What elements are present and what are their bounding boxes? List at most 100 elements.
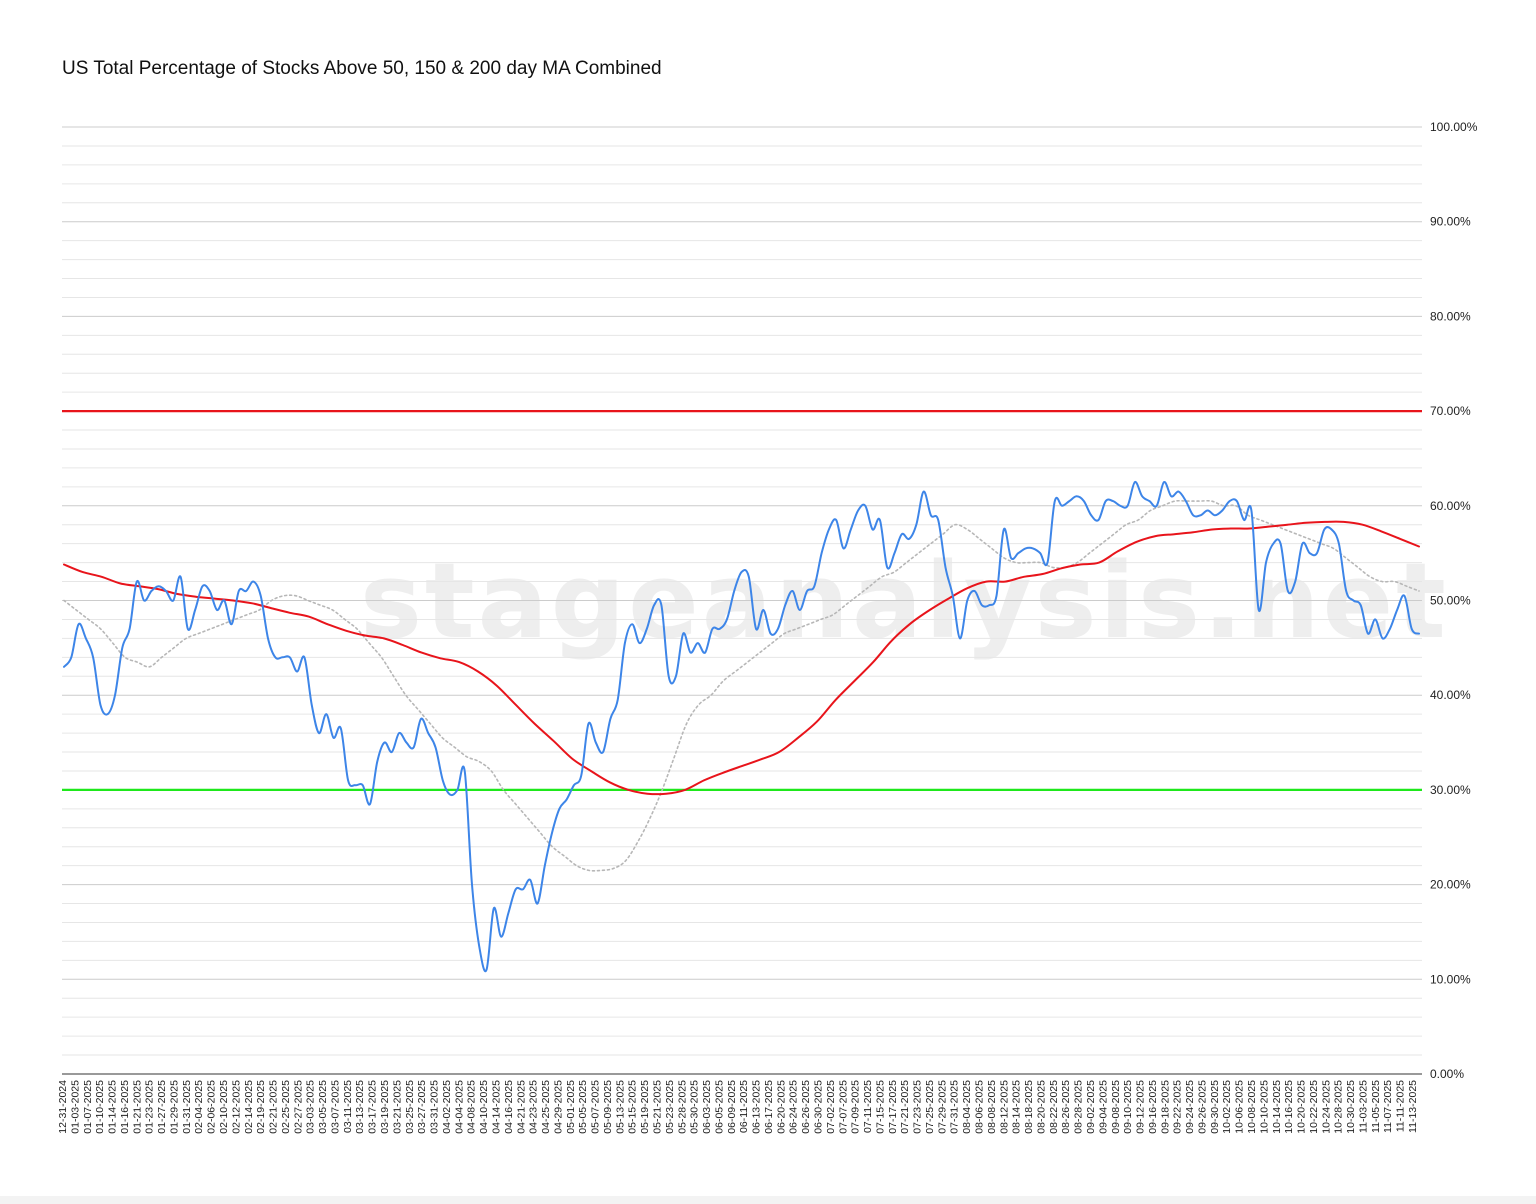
x-tick-label: 03-25-2025	[404, 1080, 416, 1134]
chart-title: US Total Percentage of Stocks Above 50, …	[62, 58, 662, 79]
x-tick-label: 03-07-2025	[329, 1080, 341, 1134]
x-tick-label: 09-08-2025	[1110, 1080, 1122, 1134]
x-tick-label: 05-01-2025	[565, 1080, 577, 1134]
x-tick-label: 01-29-2025	[168, 1080, 180, 1134]
y-tick-label: 50.00%	[1430, 594, 1471, 608]
x-tick-label: 06-17-2025	[763, 1080, 775, 1134]
x-tick-label: 11-05-2025	[1370, 1080, 1382, 1133]
x-tick-label: 01-23-2025	[144, 1080, 156, 1134]
x-tick-label: 09-04-2025	[1097, 1080, 1109, 1134]
x-tick-label: 10-16-2025	[1283, 1080, 1295, 1134]
x-tick-label: 06-26-2025	[800, 1080, 812, 1134]
x-tick-label: 03-11-2025	[342, 1080, 354, 1133]
x-tick-label: 02-21-2025	[268, 1080, 280, 1134]
x-tick-label: 05-28-2025	[676, 1080, 688, 1134]
x-tick-label: 01-14-2025	[107, 1080, 119, 1134]
x-tick-label: 06-05-2025	[713, 1080, 725, 1134]
x-tick-label: 10-22-2025	[1308, 1080, 1320, 1134]
x-tick-label: 08-04-2025	[961, 1080, 973, 1134]
x-tick-label: 07-17-2025	[887, 1080, 899, 1134]
x-tick-label: 04-08-2025	[466, 1080, 478, 1134]
x-tick-label: 06-09-2025	[726, 1080, 738, 1134]
x-tick-label: 07-29-2025	[936, 1080, 948, 1134]
x-tick-label: 10-02-2025	[1221, 1080, 1233, 1134]
y-tick-label: 20.00%	[1430, 878, 1471, 892]
x-tick-label: 05-09-2025	[602, 1080, 614, 1134]
x-tick-label: 01-21-2025	[131, 1080, 143, 1134]
series-line-red-average	[63, 520, 1420, 796]
x-tick-label: 06-13-2025	[751, 1080, 763, 1134]
x-tick-label: 03-31-2025	[429, 1080, 441, 1134]
x-tick-label: 11-13-2025	[1407, 1080, 1419, 1133]
y-tick-label: 10.00%	[1430, 972, 1471, 986]
x-tick-label: 09-22-2025	[1172, 1080, 1184, 1134]
x-tick-label: 05-23-2025	[664, 1080, 676, 1134]
x-tick-label: 10-08-2025	[1246, 1080, 1258, 1134]
x-tick-label: 08-06-2025	[974, 1080, 986, 1134]
x-tick-label: 07-25-2025	[924, 1080, 936, 1134]
x-tick-label: 08-12-2025	[998, 1080, 1010, 1134]
x-tick-label: 09-26-2025	[1196, 1080, 1208, 1134]
x-tick-label: 04-21-2025	[515, 1080, 527, 1134]
y-tick-label: 70.00%	[1430, 404, 1471, 418]
x-tick-label: 04-02-2025	[441, 1080, 453, 1134]
x-tick-label: 03-21-2025	[391, 1080, 403, 1134]
x-tick-label: 03-17-2025	[367, 1080, 379, 1134]
x-tick-label: 03-13-2025	[354, 1080, 366, 1134]
x-tick-label: 01-27-2025	[156, 1080, 168, 1134]
y-tick-label: 0.00%	[1430, 1067, 1464, 1081]
x-tick-label: 10-28-2025	[1333, 1080, 1345, 1134]
x-tick-label: 04-23-2025	[528, 1080, 540, 1134]
x-tick-label: 05-13-2025	[614, 1080, 626, 1134]
x-tick-label: 04-14-2025	[490, 1080, 502, 1134]
x-tick-label: 02-25-2025	[280, 1080, 292, 1134]
x-tick-label: 07-11-2025	[862, 1080, 874, 1133]
x-tick-label: 09-30-2025	[1209, 1080, 1221, 1134]
x-tick-label: 08-28-2025	[1073, 1080, 1085, 1134]
x-tick-label: 01-03-2025	[69, 1080, 81, 1134]
x-tick-label: 06-30-2025	[813, 1080, 825, 1134]
series-line-dotted-average	[63, 499, 1420, 872]
x-tick-label: 10-10-2025	[1258, 1080, 1270, 1134]
x-tick-label: 05-05-2025	[577, 1080, 589, 1134]
x-tick-label: 10-30-2025	[1345, 1080, 1357, 1134]
x-tick-label: 06-03-2025	[701, 1080, 713, 1134]
x-tick-label: 02-27-2025	[292, 1080, 304, 1134]
x-tick-label: 09-16-2025	[1147, 1080, 1159, 1134]
x-tick-label: 04-16-2025	[503, 1080, 515, 1134]
x-tick-label: 02-12-2025	[230, 1080, 242, 1134]
x-tick-label: 11-11-2025	[1395, 1080, 1407, 1132]
x-tick-label: 06-24-2025	[788, 1080, 800, 1134]
y-tick-label: 60.00%	[1430, 499, 1471, 513]
x-tick-label: 07-31-2025	[949, 1080, 961, 1134]
x-tick-label: 01-31-2025	[181, 1080, 193, 1134]
x-tick-label: 08-14-2025	[1011, 1080, 1023, 1134]
x-tick-label: 02-06-2025	[206, 1080, 218, 1134]
x-tick-label: 02-04-2025	[193, 1080, 205, 1134]
series-line-percentage	[63, 481, 1420, 973]
x-tick-label: 04-04-2025	[453, 1080, 465, 1134]
x-tick-label: 01-07-2025	[82, 1080, 94, 1134]
x-tick-label: 03-05-2025	[317, 1080, 329, 1134]
x-tick-label: 10-14-2025	[1271, 1080, 1283, 1134]
x-tick-label: 08-22-2025	[1048, 1080, 1060, 1134]
x-tick-label: 09-18-2025	[1159, 1080, 1171, 1134]
x-tick-label: 01-10-2025	[94, 1080, 106, 1134]
x-tick-label: 08-26-2025	[1060, 1080, 1072, 1134]
x-tick-label: 11-03-2025	[1357, 1080, 1369, 1133]
x-tick-label: 05-30-2025	[689, 1080, 701, 1134]
x-tick-label: 12-31-2024	[57, 1080, 69, 1134]
x-tick-label: 08-20-2025	[1035, 1080, 1047, 1134]
x-tick-label: 08-18-2025	[1023, 1080, 1035, 1134]
bottom-strip	[0, 1196, 1536, 1204]
x-tick-label: 11-07-2025	[1382, 1080, 1394, 1133]
x-tick-label: 07-07-2025	[837, 1080, 849, 1134]
x-tick-label: 09-24-2025	[1184, 1080, 1196, 1134]
x-tick-label: 01-16-2025	[119, 1080, 131, 1134]
x-tick-label: 06-11-2025	[738, 1080, 750, 1133]
x-tick-label: 04-29-2025	[552, 1080, 564, 1134]
x-tick-label: 05-07-2025	[590, 1080, 602, 1134]
y-tick-label: 90.00%	[1430, 215, 1471, 229]
x-tick-label: 10-20-2025	[1296, 1080, 1308, 1134]
